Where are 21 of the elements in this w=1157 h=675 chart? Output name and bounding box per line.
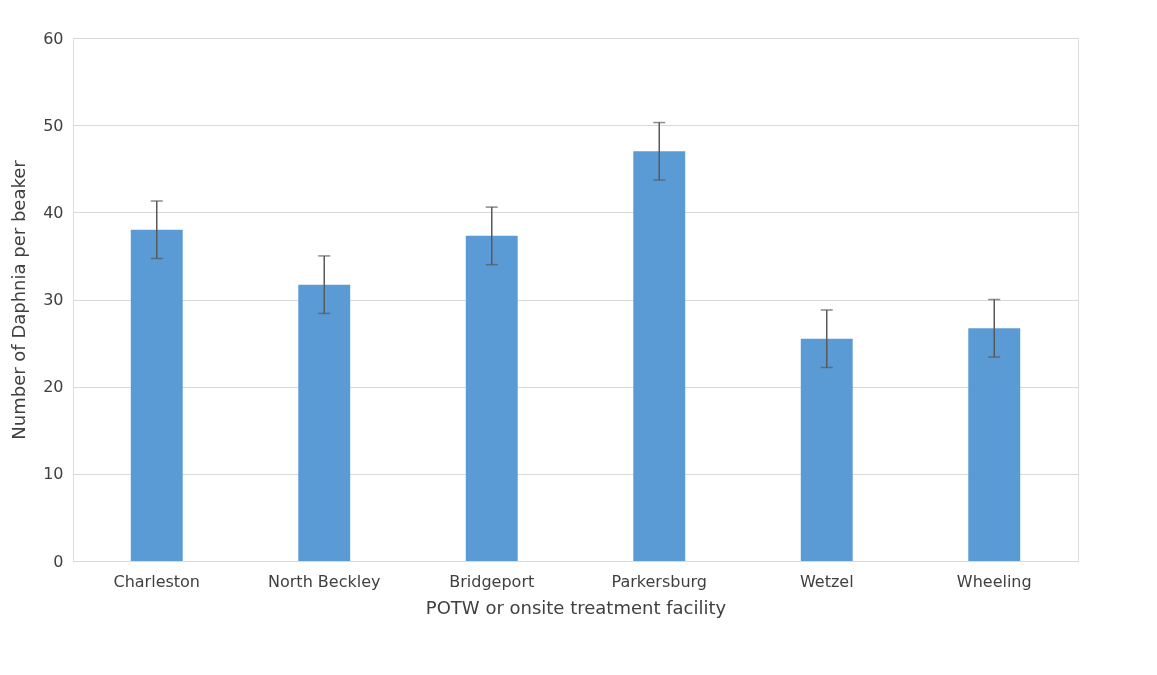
- y-tick-label: 60: [43, 28, 64, 48]
- x-tick-label: Wheeling: [956, 571, 1032, 591]
- y-tick-label: 0: [53, 551, 64, 571]
- y-tick-label: 30: [43, 290, 64, 309]
- x-tick-label: North Beckley: [268, 571, 381, 591]
- bar: [633, 151, 686, 561]
- bar: [800, 338, 853, 561]
- y-tick-label: 10: [43, 464, 64, 484]
- y-tick-label: 20: [43, 377, 64, 397]
- bar: [465, 235, 518, 561]
- bar: [968, 328, 1021, 561]
- x-axis-title: POTW or onsite treatment facility: [425, 596, 727, 618]
- x-tick-label: Charleston: [113, 571, 201, 591]
- x-tick-label: Wetzel: [799, 571, 854, 591]
- x-tick-label: Parkersburg: [611, 571, 708, 591]
- y-axis-title: Number of Daphnia per beaker: [8, 159, 30, 440]
- bar: [298, 284, 351, 561]
- y-tick-label: 40: [43, 202, 64, 222]
- bar: [130, 229, 183, 561]
- y-tick-label: 50: [43, 115, 64, 135]
- x-tick-label: Bridgeport: [449, 571, 535, 591]
